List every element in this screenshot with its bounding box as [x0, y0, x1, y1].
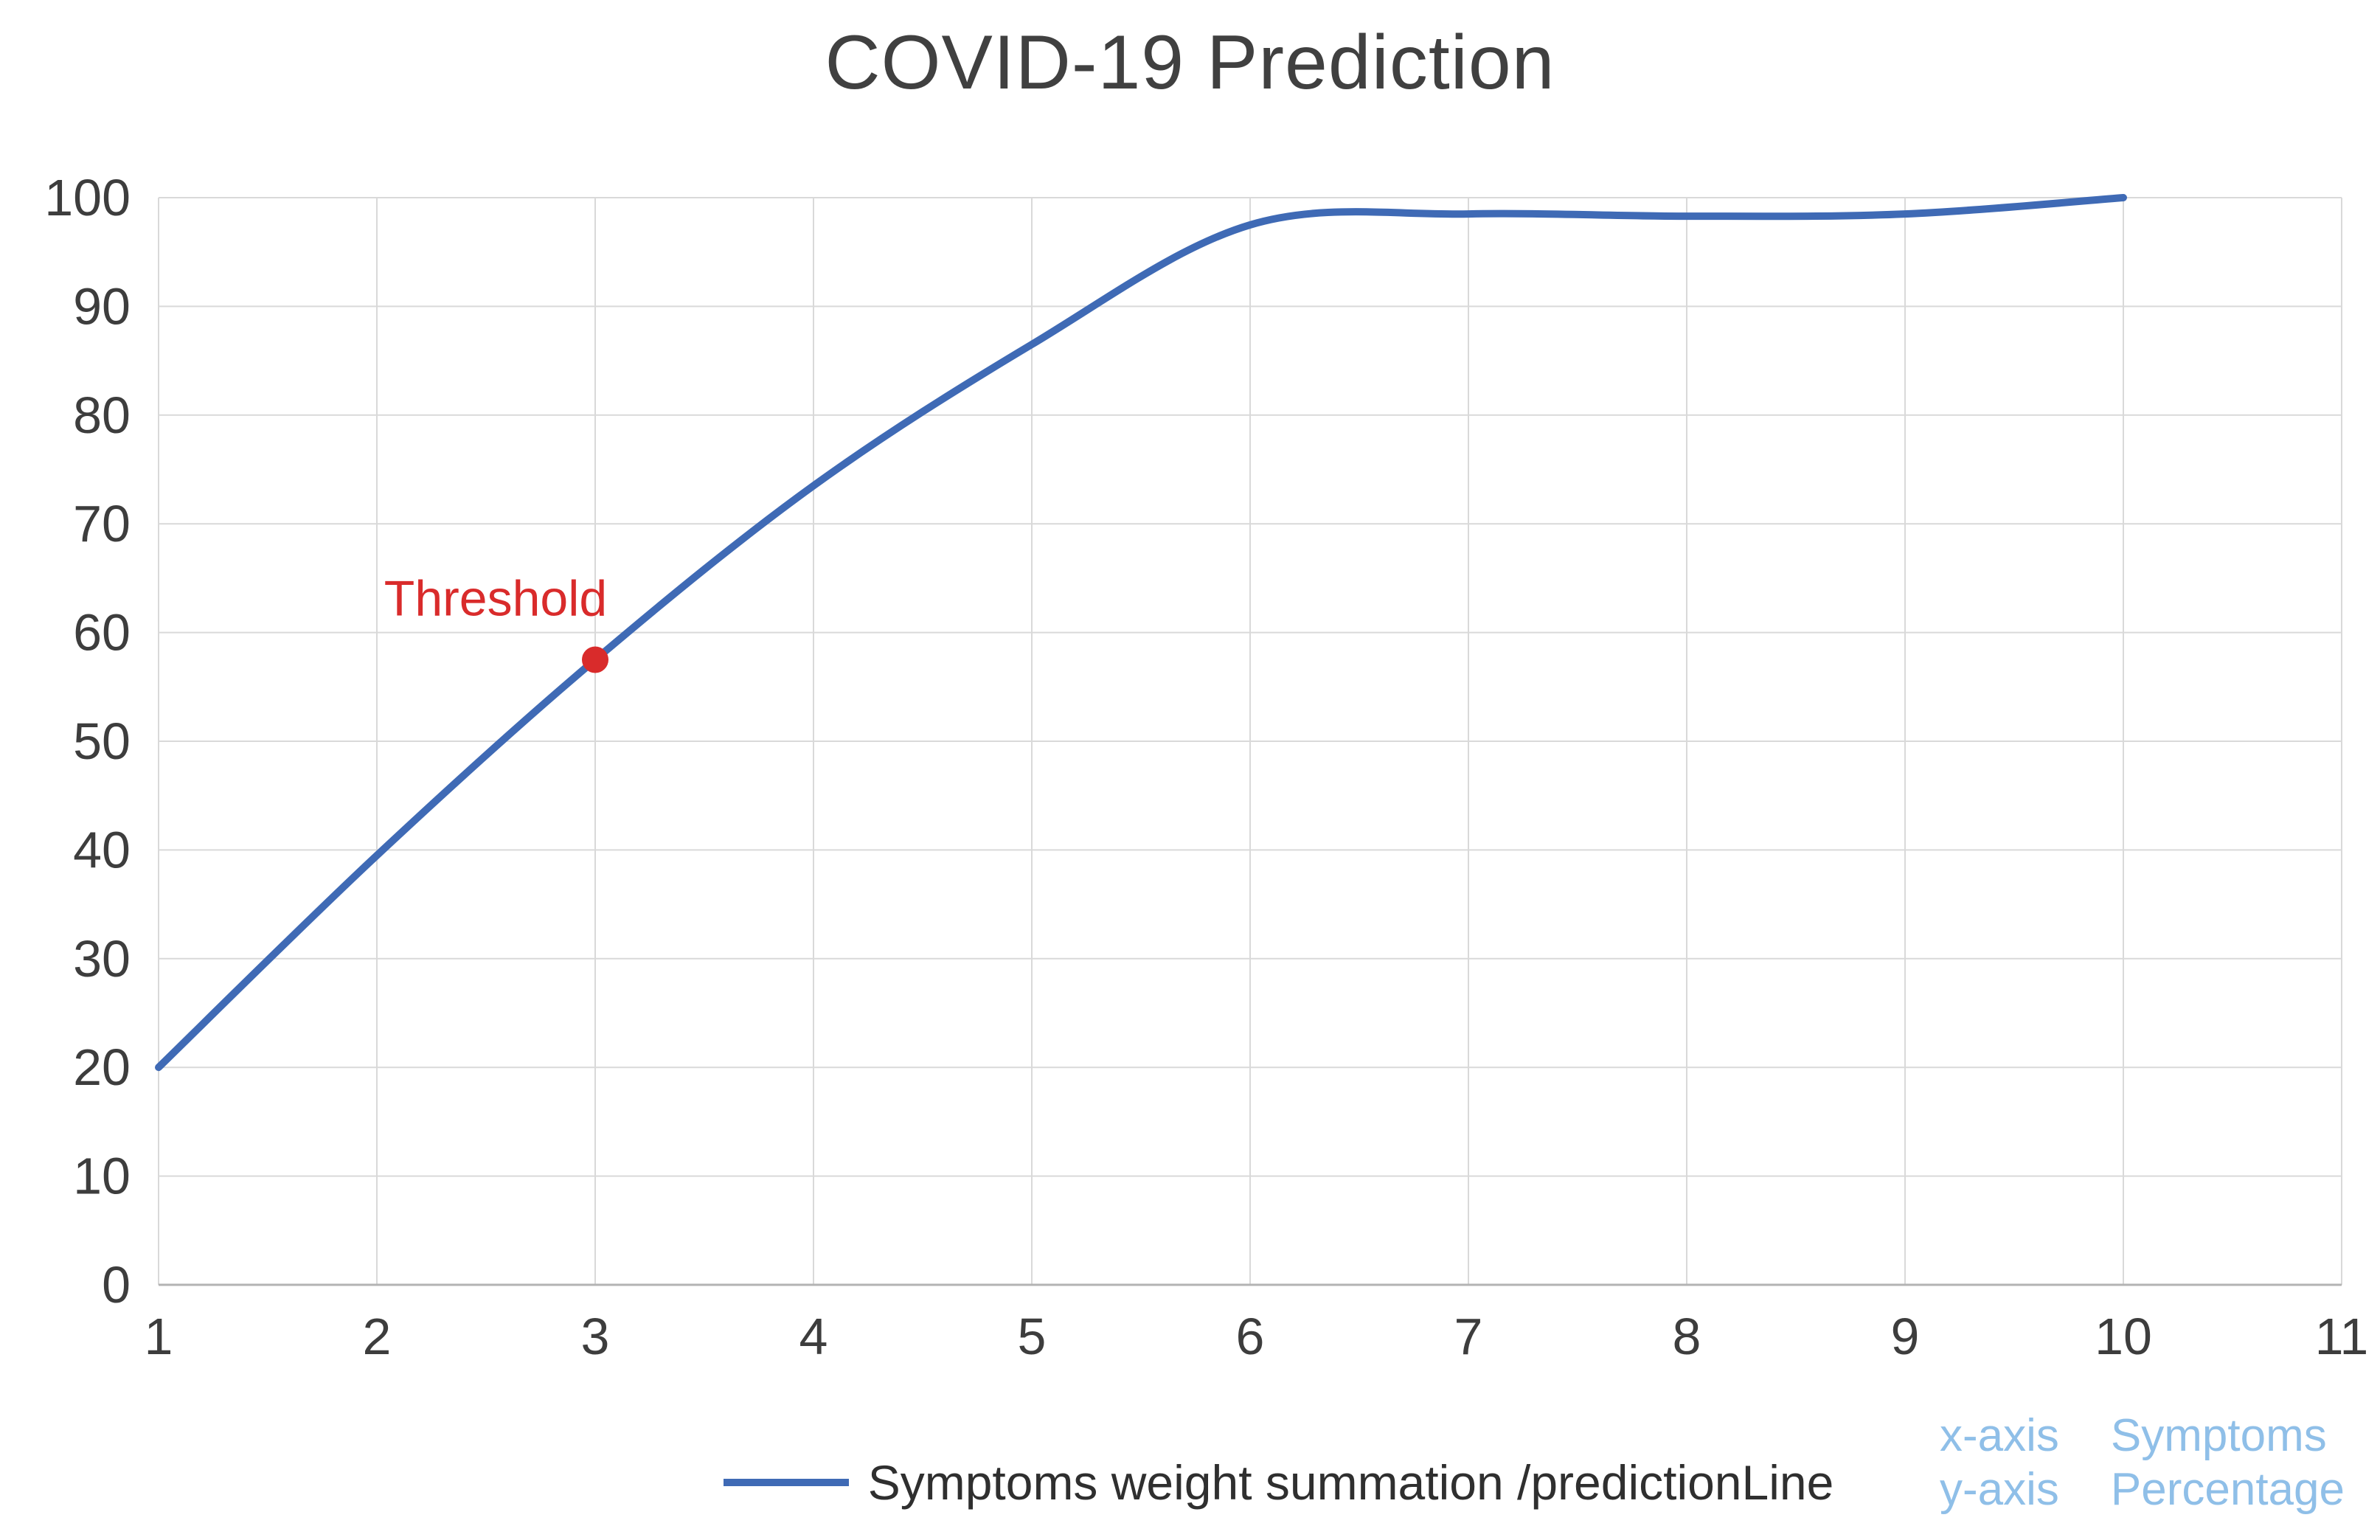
- threshold-label: Threshold: [384, 570, 607, 626]
- x-tick-label: 11: [2315, 1308, 2369, 1365]
- y-tick-label: 70: [73, 495, 131, 552]
- legend: Symptoms weight summation /predictionLin…: [89, 1454, 2380, 1510]
- x-tick-label: 5: [1018, 1308, 1047, 1365]
- y-tick-label: 80: [73, 386, 131, 444]
- legend-line-swatch: [723, 1479, 849, 1486]
- y-tick-label: 20: [73, 1038, 131, 1096]
- y-tick-label: 60: [73, 604, 131, 662]
- y-tick-label: 30: [73, 930, 131, 988]
- y-tick-label: 10: [73, 1148, 131, 1205]
- y-tick-label: 100: [44, 169, 131, 226]
- x-tick-label: 3: [581, 1308, 610, 1365]
- threshold-marker: [582, 646, 608, 673]
- x-tick-label: 10: [2095, 1308, 2152, 1365]
- axis-note-x-label: x-axis: [1939, 1410, 2059, 1461]
- x-tick-label: 9: [1891, 1308, 1920, 1365]
- x-tick-label: 6: [1236, 1308, 1265, 1365]
- x-tick-label: 7: [1454, 1308, 1483, 1365]
- prediction-line: [155, 194, 2127, 1072]
- y-tick-label: 0: [102, 1256, 131, 1314]
- y-tick-label: 90: [73, 277, 131, 335]
- axis-note-x-value: Symptoms: [2110, 1410, 2327, 1461]
- x-tick-label: 4: [799, 1308, 828, 1365]
- y-tick-label: 40: [73, 821, 131, 878]
- x-tick-label: 1: [145, 1308, 173, 1365]
- axis-note-y-label: y-axis: [1939, 1464, 2059, 1516]
- x-tick-label: 8: [1673, 1308, 1701, 1365]
- legend-series-label: Symptoms weight summation /predictionLin…: [867, 1455, 1834, 1510]
- chart-title: COVID-19 Prediction: [825, 20, 1555, 105]
- y-tick-label: 50: [73, 712, 131, 770]
- axis-note-y-value: Percentage: [2110, 1464, 2345, 1516]
- axis-note: x-axis Symptoms y-axis Percentage: [1940, 1410, 2345, 1516]
- x-tick-label: 2: [363, 1308, 392, 1365]
